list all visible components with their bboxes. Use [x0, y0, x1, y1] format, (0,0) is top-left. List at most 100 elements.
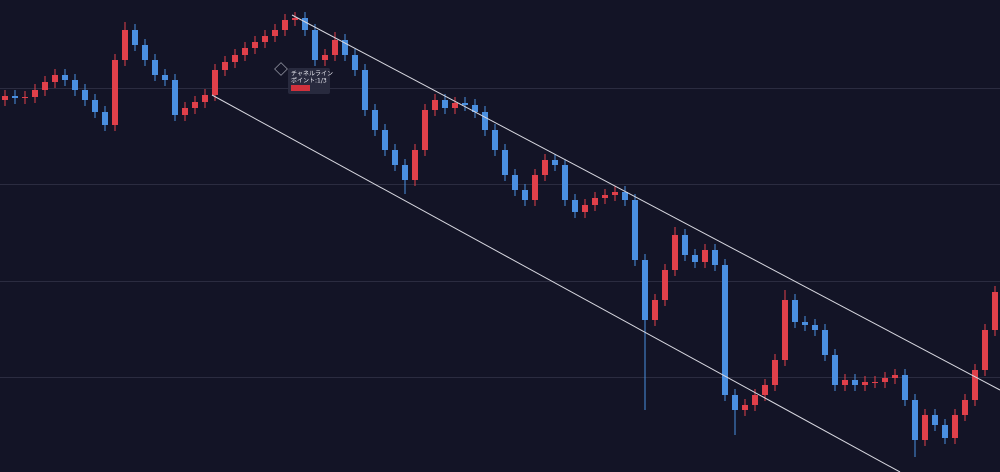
- candle-body: [172, 80, 178, 115]
- candle-body: [282, 20, 288, 30]
- candle-body: [612, 192, 618, 195]
- candle-body: [702, 250, 708, 262]
- candle-body: [872, 382, 878, 383]
- candle-body: [342, 40, 348, 55]
- candle-body: [472, 105, 478, 112]
- candle-body: [262, 36, 268, 42]
- candle-body: [512, 175, 518, 190]
- candle-body: [502, 150, 508, 175]
- candle-body: [592, 198, 598, 205]
- grid: [0, 88, 1000, 378]
- candle-body: [812, 325, 818, 330]
- candle-body: [432, 100, 438, 110]
- candle-body: [712, 250, 718, 265]
- candle-body: [572, 200, 578, 212]
- candle-body: [802, 322, 808, 325]
- candle-body: [932, 415, 938, 425]
- candles: [2, 12, 998, 457]
- channel-line: [291, 14, 1000, 391]
- candle-body: [532, 175, 538, 200]
- candle-body: [752, 395, 758, 405]
- candle-body: [162, 75, 168, 80]
- tooltip-badge: [291, 85, 310, 91]
- candle-body: [212, 70, 218, 95]
- candle-body: [402, 165, 408, 180]
- candle-body: [542, 160, 548, 175]
- candle-body: [42, 82, 48, 90]
- candle-body: [832, 355, 838, 385]
- candle-body: [132, 30, 138, 45]
- candle-body: [862, 382, 868, 385]
- candle-body: [632, 200, 638, 260]
- candle-body: [962, 400, 968, 415]
- candle-body: [782, 300, 788, 360]
- candle-body: [382, 130, 388, 150]
- candle-body: [772, 360, 778, 385]
- anchor-diamond: [274, 62, 288, 76]
- candle-body: [492, 130, 498, 150]
- candle-body: [252, 42, 258, 48]
- candle-body: [852, 380, 858, 385]
- candle-body: [302, 18, 308, 30]
- candle-body: [442, 100, 448, 108]
- candle-body: [312, 30, 318, 60]
- candle-body: [462, 103, 468, 105]
- candle-body: [192, 102, 198, 108]
- candle-body: [552, 160, 558, 165]
- candle-body: [32, 90, 38, 97]
- candle-body: [182, 108, 188, 115]
- tooltip-point: ポイント:1/3: [291, 77, 327, 85]
- candle-body: [392, 150, 398, 165]
- candle-body: [602, 195, 608, 198]
- candle-body: [792, 300, 798, 322]
- candle-body: [372, 110, 378, 130]
- candle-body: [672, 235, 678, 270]
- candle-body: [82, 90, 88, 100]
- candle-body: [362, 70, 368, 110]
- candle-body: [992, 292, 998, 330]
- tooltip: チャネルライン ポイント:1/3: [274, 62, 333, 94]
- channel: [211, 14, 1000, 472]
- candle-body: [642, 260, 648, 320]
- candle-body: [242, 48, 248, 55]
- candle-body: [622, 192, 628, 200]
- candle-body: [902, 375, 908, 400]
- tooltip-title: チャネルライン: [291, 71, 333, 78]
- candle-body: [272, 30, 278, 36]
- candle-body: [422, 110, 428, 150]
- candle-body: [92, 100, 98, 112]
- candle-body: [112, 60, 118, 125]
- candle-body: [882, 378, 888, 382]
- candle-body: [582, 205, 588, 212]
- candle-body: [842, 380, 848, 385]
- candle-body: [522, 190, 528, 200]
- candle-body: [52, 75, 58, 82]
- candle-body: [912, 400, 918, 440]
- candle-body: [122, 30, 128, 60]
- candle-body: [892, 375, 898, 378]
- candle-body: [222, 62, 228, 70]
- candle-body: [152, 60, 158, 75]
- candle-body: [732, 395, 738, 410]
- candle-body: [12, 96, 18, 98]
- candle-body: [662, 270, 668, 300]
- candle-body: [482, 112, 488, 130]
- candle-body: [722, 265, 728, 395]
- candle-body: [232, 55, 238, 62]
- candle-body: [102, 112, 108, 125]
- candle-body: [292, 18, 298, 20]
- candle-body: [142, 45, 148, 60]
- candle-body: [972, 370, 978, 400]
- candle-body: [332, 40, 338, 55]
- candle-body: [452, 103, 458, 108]
- candle-body: [72, 80, 78, 90]
- candle-body: [62, 75, 68, 80]
- candle-body: [952, 415, 958, 438]
- candle-body: [822, 330, 828, 355]
- candle-body: [352, 55, 358, 70]
- candle-body: [922, 415, 928, 440]
- channel-line: [211, 94, 901, 472]
- candle-body: [202, 95, 208, 102]
- candle-body: [742, 405, 748, 410]
